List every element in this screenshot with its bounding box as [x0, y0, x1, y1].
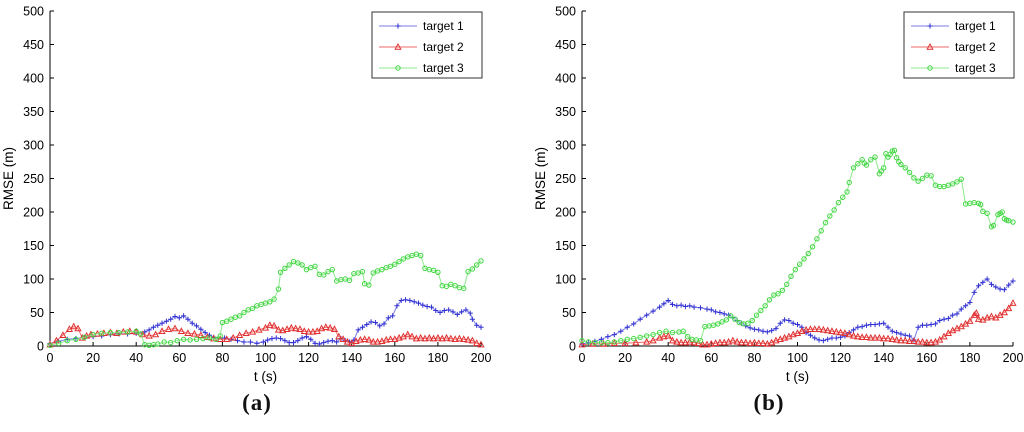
y-tick-label: 450	[555, 38, 576, 52]
x-tick-label: 100	[787, 351, 808, 365]
legend-label: target 2	[423, 40, 464, 54]
y-tick-label: 150	[23, 239, 44, 253]
legend-label: target 1	[423, 19, 464, 33]
legend-entry-target-3: target 3	[911, 61, 996, 75]
y-tick-label: 300	[555, 139, 576, 153]
x-axis-label: t (s)	[254, 369, 277, 384]
x-tick-label: 140	[873, 351, 894, 365]
chart-panel-a: 0 50 100 150 200 250 300 350 400 450 500 0 20 40 60 80 1…	[1, 5, 492, 416]
legend: target 1 target 2 target 3	[371, 11, 483, 79]
x-tick-label: 120	[830, 351, 851, 365]
x-tick-label: 20	[86, 351, 100, 365]
x-axis-ticks: 0 20 40 60 80 100 120 140 160 180 200	[579, 342, 1024, 365]
x-tick-label: 60	[704, 351, 718, 365]
y-tick-label: 200	[23, 206, 44, 220]
x-tick-label: 180	[427, 351, 448, 365]
legend-label: target 2	[955, 40, 996, 54]
y-tick-label: 400	[555, 72, 576, 86]
y-tick-label: 250	[23, 172, 44, 186]
x-tick-label: 140	[341, 351, 362, 365]
x-tick-label: 180	[959, 351, 980, 365]
y-tick-label: 150	[555, 239, 576, 253]
x-tick-label: 200	[471, 351, 492, 365]
x-tick-label: 0	[579, 351, 586, 365]
legend: target 1 target 2 target 3	[903, 11, 1015, 79]
y-axis-label: RMSE (m)	[533, 147, 548, 210]
y-tick-label: 350	[23, 105, 44, 119]
series-target-3	[579, 147, 1016, 346]
chart-b-plot: 0 50 100 150 200 250 300 350 400 450 500 0 20 40 60 80 1…	[533, 5, 1024, 385]
y-axis-ticks: 0 50 100 150 200 250 300 350 400 450 500	[23, 5, 54, 354]
y-tick-label: 400	[23, 72, 44, 86]
series-target-3	[47, 251, 484, 349]
legend-entry-target-1: target 1	[911, 19, 996, 33]
y-tick-label: 250	[555, 172, 576, 186]
x-tick-label: 200	[1003, 351, 1024, 365]
y-tick-label: 100	[23, 273, 44, 287]
legend-entry-target-3: target 3	[379, 61, 464, 75]
y-tick-label: 450	[23, 38, 44, 52]
y-tick-label: 200	[555, 206, 576, 220]
y-tick-label: 0	[37, 340, 44, 354]
legend-label: target 1	[955, 19, 996, 33]
x-tick-label: 40	[129, 351, 143, 365]
x-tick-label: 160	[384, 351, 405, 365]
chart-panel-b: 0 50 100 150 200 250 300 350 400 450 500 0 20 40 60 80 1…	[512, 0, 1024, 432]
x-tick-label: 80	[215, 351, 229, 365]
chart-a-plot: 0 50 100 150 200 250 300 350 400 450 500 0 20 40 60 80 1…	[1, 5, 492, 385]
x-tick-label: 0	[47, 351, 54, 365]
y-tick-label: 500	[23, 5, 44, 19]
legend-entry-target-2: target 2	[911, 40, 996, 54]
caption-a: (a)	[242, 390, 272, 415]
y-tick-label: 50	[30, 306, 44, 320]
series-target-2	[578, 299, 1017, 348]
legend-label: target 3	[423, 61, 464, 75]
y-axis-ticks: 0 50 100 150 200 250 300 350 400 450 500	[555, 5, 586, 354]
legend-entry-target-1: target 1	[379, 19, 464, 33]
x-tick-label: 40	[661, 351, 675, 365]
x-tick-label: 160	[916, 351, 937, 365]
y-tick-label: 500	[555, 5, 576, 19]
x-tick-label: 60	[172, 351, 186, 365]
y-tick-label: 0	[569, 340, 576, 354]
x-tick-label: 120	[298, 351, 319, 365]
series-target-1	[579, 276, 1016, 347]
y-axis-label: RMSE (m)	[1, 147, 16, 210]
y-tick-label: 350	[555, 105, 576, 119]
legend-entry-target-2: target 2	[379, 40, 464, 54]
y-tick-label: 50	[562, 306, 576, 320]
x-tick-label: 80	[747, 351, 761, 365]
legend-label: target 3	[955, 61, 996, 75]
x-axis-label: t (s)	[786, 369, 809, 384]
y-tick-label: 100	[555, 273, 576, 287]
x-tick-label: 20	[618, 351, 632, 365]
y-tick-label: 300	[23, 139, 44, 153]
x-axis-ticks: 0 20 40 60 80 100 120 140 160 180 200	[47, 342, 492, 365]
caption-b: (b)	[753, 390, 785, 415]
x-tick-label: 100	[255, 351, 276, 365]
